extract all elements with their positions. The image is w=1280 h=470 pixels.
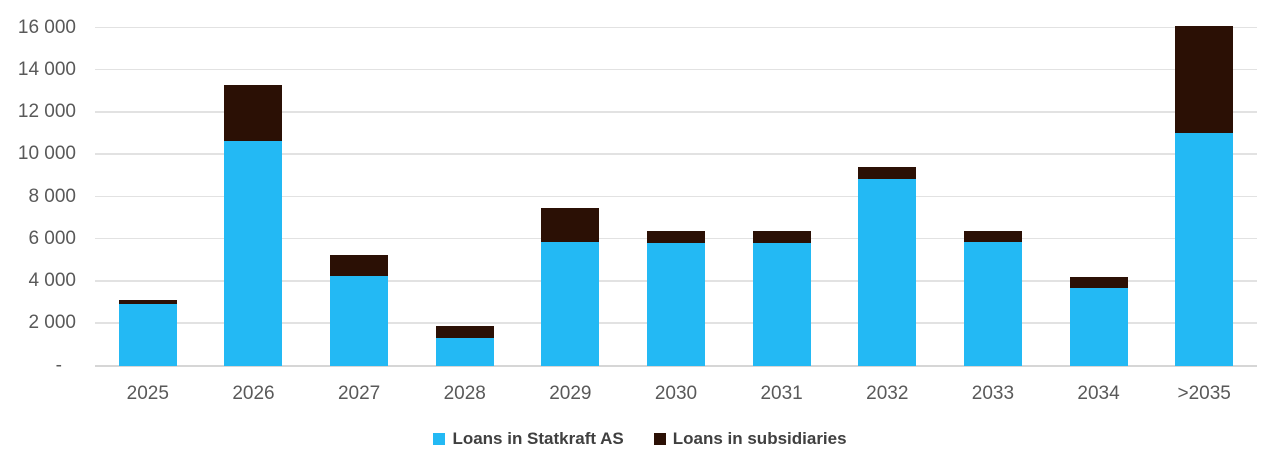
gridline bbox=[95, 195, 1257, 198]
bar-segment-statkraft-2033 bbox=[963, 242, 1022, 366]
x-tick-label: 2030 bbox=[654, 383, 698, 404]
bar-segment-statkraft-2030 bbox=[647, 243, 705, 366]
x-tick-label: 2027 bbox=[337, 383, 381, 404]
x-tick-label: 2028 bbox=[443, 383, 486, 404]
bar-segment-statkraft-2029 bbox=[541, 242, 600, 366]
x-tick-label: 2032 bbox=[866, 383, 909, 404]
y-tick-label: 14 000 bbox=[17, 58, 76, 80]
legend-item-statkraft: Loans in Statkraft AS bbox=[433, 429, 624, 449]
y-tick-label: - bbox=[55, 354, 62, 376]
bar-segment-subsidiaries-2026 bbox=[224, 84, 283, 141]
bar-segment-statkraft-2032 bbox=[858, 178, 917, 366]
x-tick-label: 2025 bbox=[126, 383, 169, 404]
bar-segment-statkraft-2027 bbox=[330, 275, 389, 366]
bar-segment-subsidiaries->2035 bbox=[1175, 25, 1234, 134]
bar-segment-subsidiaries-2028 bbox=[435, 325, 494, 339]
gridline bbox=[95, 153, 1257, 155]
bar-segment-statkraft-2026 bbox=[224, 140, 283, 366]
y-tick-label: 16 000 bbox=[17, 16, 76, 38]
bar-segment-statkraft-2031 bbox=[752, 243, 811, 366]
bar-segment-statkraft->2035 bbox=[1175, 133, 1234, 366]
y-tick-label: 4 000 bbox=[28, 270, 76, 292]
bar-segment-statkraft-2025 bbox=[118, 304, 177, 366]
y-tick-label: 2 000 bbox=[28, 312, 76, 334]
gridline bbox=[95, 111, 1257, 113]
x-tick-label: 2029 bbox=[549, 383, 592, 404]
legend: Loans in Statkraft AS Loans in subsidiar… bbox=[0, 429, 1280, 449]
bar-segment-subsidiaries-2031 bbox=[752, 230, 811, 244]
y-tick-label: 10 000 bbox=[17, 143, 76, 165]
gridline bbox=[95, 26, 1257, 29]
bar-segment-subsidiaries-2034 bbox=[1069, 276, 1128, 288]
x-tick-label: 2026 bbox=[232, 383, 275, 404]
bar-segment-subsidiaries-2029 bbox=[541, 208, 600, 243]
bar-segment-subsidiaries-2032 bbox=[858, 167, 917, 179]
legend-swatch-statkraft-icon bbox=[433, 433, 446, 445]
legend-item-subsidiaries: Loans in subsidiaries bbox=[653, 429, 847, 449]
gridline bbox=[95, 68, 1257, 71]
legend-label-statkraft: Loans in Statkraft AS bbox=[452, 429, 624, 448]
x-tick-label: 2033 bbox=[971, 383, 1015, 404]
legend-label-subsidiaries: Loans in subsidiaries bbox=[672, 429, 847, 448]
bar-segment-subsidiaries-2027 bbox=[330, 254, 389, 276]
bar-segment-statkraft-2034 bbox=[1069, 287, 1128, 366]
legend-swatch-subsidiaries-icon bbox=[653, 433, 666, 445]
x-tick-label: 2034 bbox=[1077, 383, 1120, 404]
y-tick-label: 8 000 bbox=[28, 185, 76, 207]
y-tick-label: 12 000 bbox=[17, 101, 76, 123]
bar-segment-subsidiaries-2025 bbox=[118, 300, 177, 305]
bar-segment-subsidiaries-2030 bbox=[647, 230, 705, 244]
x-tick-label: 2031 bbox=[760, 383, 803, 404]
bar-segment-statkraft-2028 bbox=[435, 338, 494, 366]
x-tick-label: >2035 bbox=[1177, 383, 1231, 404]
x-axis-line bbox=[95, 364, 1257, 367]
y-tick-label: 6 000 bbox=[28, 227, 76, 249]
bar-segment-subsidiaries-2033 bbox=[963, 230, 1022, 243]
